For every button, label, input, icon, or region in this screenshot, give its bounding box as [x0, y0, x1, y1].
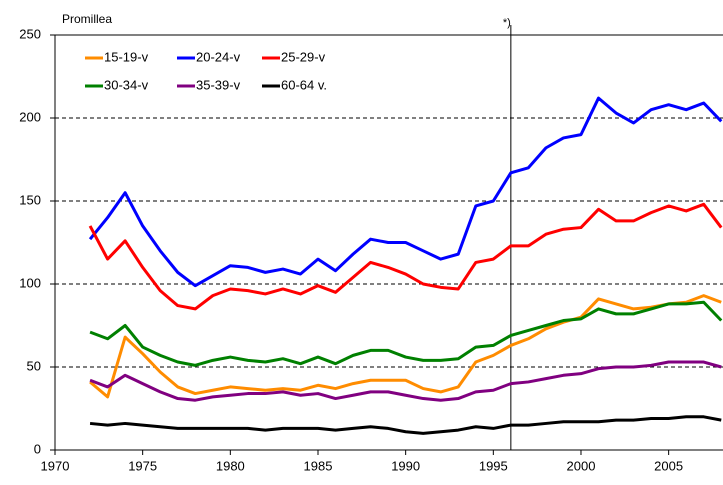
y-tick-label: 200 [19, 109, 41, 124]
legend-label: 60-64 v. [281, 77, 327, 92]
x-tick-label: 1990 [391, 458, 420, 473]
annotation-label: *) [503, 17, 511, 29]
line-series [89, 294, 722, 399]
x-tick-label: 2005 [654, 458, 683, 473]
line-series [89, 415, 722, 435]
legend-label: 20-24-v [196, 49, 241, 64]
legend-label: 15-19-v [104, 49, 149, 64]
x-tick-label: 1985 [304, 458, 333, 473]
line-series [89, 300, 723, 367]
y-tick-label: 0 [34, 441, 41, 456]
legend-label: 25-29-v [281, 49, 326, 64]
x-tick-label: 2000 [567, 458, 596, 473]
line-series [89, 360, 722, 402]
x-tick-label: 1980 [216, 458, 245, 473]
line-series [88, 202, 723, 311]
y-tick-label: 150 [19, 192, 41, 207]
x-tick-label: 1970 [41, 458, 70, 473]
y-tick-label: 250 [19, 26, 41, 41]
y-axis-label: Promillea [62, 12, 112, 26]
legend-label: 35-39-v [196, 77, 241, 92]
legend-label: 30-34-v [104, 77, 149, 92]
y-tick-label: 100 [19, 275, 41, 290]
line-series [88, 96, 723, 288]
x-tick-label: 1995 [479, 458, 508, 473]
x-tick-label: 1975 [128, 458, 157, 473]
y-tick-label: 50 [27, 358, 41, 373]
